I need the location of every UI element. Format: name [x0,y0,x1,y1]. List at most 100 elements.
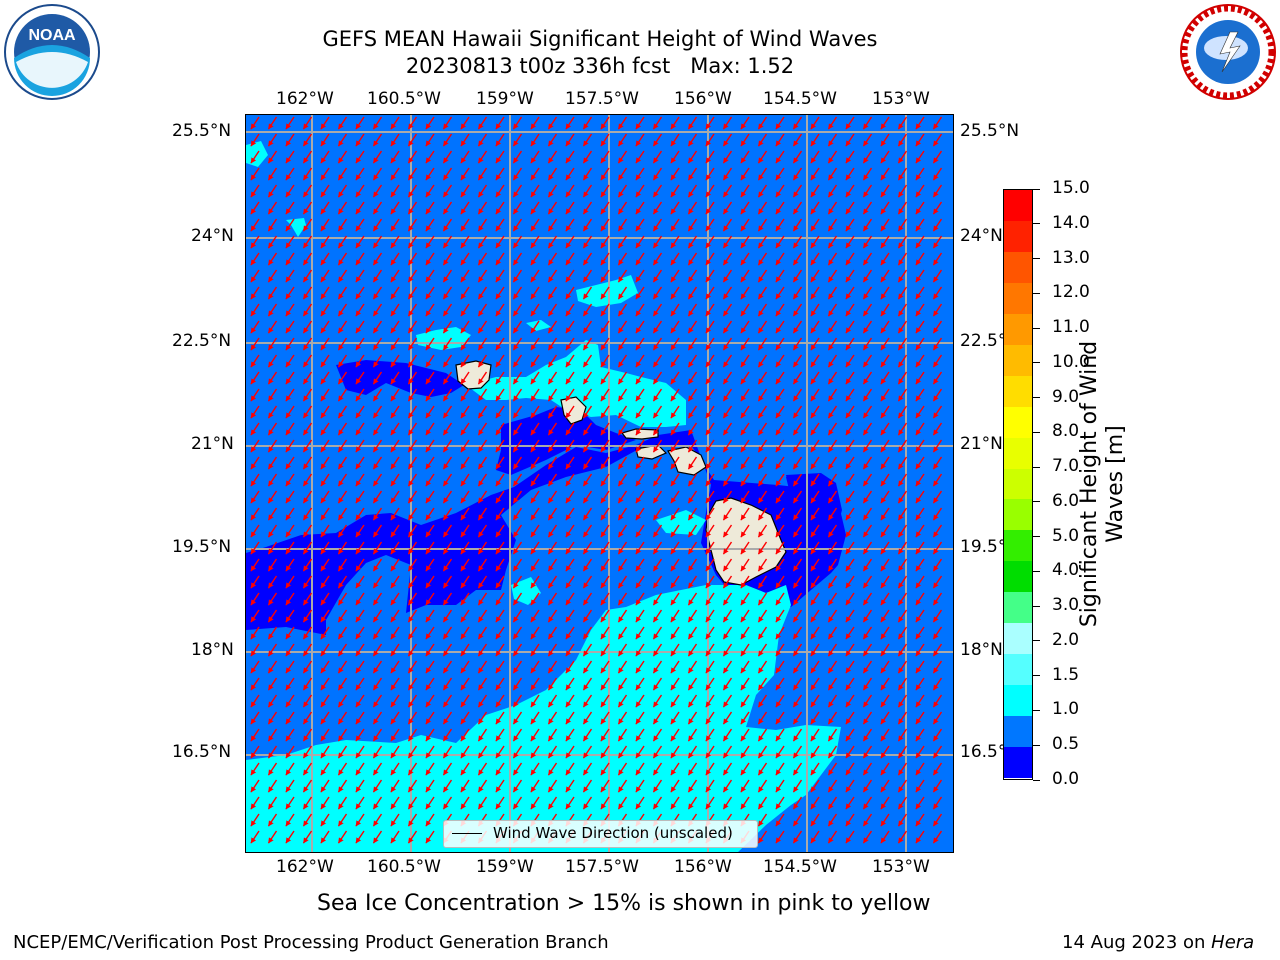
wind-wave-arrow [320,269,330,283]
wind-wave-arrow [372,269,383,283]
wind-wave-arrow [355,286,365,300]
wind-wave-arrow [932,184,943,198]
wind-wave-arrow [792,269,803,283]
wind-wave-arrow [302,201,313,215]
wind-wave-arrow [932,150,943,164]
wind-wave-arrow [670,303,680,317]
wind-wave-arrow [810,184,820,198]
wind-wave-arrow [670,269,680,283]
footer-date: 14 Aug 2023 on [1062,932,1212,953]
wind-wave-arrow [827,252,838,266]
wind-wave-arrow [565,116,575,130]
wind-wave-arrow [407,405,418,419]
footer-left: NCEP/EMC/Verification Post Processing Pr… [13,932,609,953]
colorbar-tick-label: 8.0 [1052,421,1080,442]
wind-wave-arrow [617,286,628,300]
wind-wave-arrow [565,388,575,402]
wind-wave-arrow [407,303,418,317]
wind-wave-arrow [407,337,418,351]
bottom-lon-label: 156°W [674,857,732,877]
wind-wave-arrow [757,286,768,300]
wind-wave-arrow [337,337,348,351]
wind-wave-arrow [267,218,278,232]
wind-wave-arrow [477,320,488,334]
wind-wave-arrow [320,405,330,419]
wind-wave-arrow [442,116,453,130]
wind-wave-arrow [285,133,295,147]
wind-wave-arrow [477,218,488,232]
colorbar-segment [1004,375,1032,408]
wind-wave-arrow [827,167,838,181]
wind-wave-arrow [775,184,785,198]
top-lon-label: 160.5°W [367,89,441,109]
wind-wave-arrow [845,252,855,266]
wind-wave-arrow [775,371,785,385]
wind-wave-arrow [687,303,698,317]
wind-wave-arrow [687,269,698,283]
wind-wave-arrow [652,320,663,334]
wind-wave-arrow [547,422,558,436]
wind-wave-arrow [635,303,645,317]
wind-wave-arrow [827,201,838,215]
wind-wave-arrow [617,388,628,402]
wind-wave-arrow [722,320,733,334]
wind-wave-arrow [355,354,365,368]
colorbar-tick-label: 9.0 [1052,386,1080,407]
wind-wave-arrow [652,269,663,283]
wind-wave-arrow [425,286,435,300]
wind-wave-arrow [670,405,680,419]
wind-wave-arrow [600,133,610,147]
wind-wave-arrow [775,286,785,300]
wind-wave-arrow [740,286,750,300]
colorbar-tick-mark [1033,779,1040,781]
wind-wave-arrow [495,337,505,351]
top-lon-label: 154.5°W [763,89,837,109]
wind-wave-arrow [652,218,663,232]
wind-wave-arrow [425,422,435,436]
wind-wave-arrow [337,303,348,317]
wind-wave-arrow [477,337,488,351]
wind-wave-arrow [652,116,663,130]
wind-wave-arrow [687,133,698,147]
wind-wave-arrow [355,405,365,419]
wind-wave-arrow [740,252,750,266]
wind-wave-arrow [495,371,505,385]
colorbar-tick-label: 11.0 [1052,317,1090,338]
wind-wave-arrow [687,388,698,402]
colorbar-segment [1004,716,1032,748]
wind-wave-arrow [740,269,750,283]
wind-wave-arrow [460,235,470,249]
wind-wave-arrow [915,116,925,130]
wind-wave-arrow [775,354,785,368]
wind-wave-arrow [635,133,645,147]
colorbar-tick-label: 15.0 [1052,178,1090,198]
wind-wave-arrow [862,303,873,317]
wind-wave-arrow [460,354,470,368]
top-lon-label: 162°W [276,89,334,109]
map-legend: Wind Wave Direction (unscaled) [443,820,758,848]
wind-wave-arrow [635,201,645,215]
wind-wave-arrow [582,235,593,249]
wind-wave-arrow [722,133,733,147]
wind-wave-arrow [285,218,295,232]
wind-wave-arrow [337,167,348,181]
wind-wave-arrow [530,116,540,130]
wind-wave-arrow [547,133,558,147]
wind-wave-arrow [687,116,698,130]
wind-wave-arrow [722,269,733,283]
wind-wave-arrow [810,320,820,334]
colorbar-tick-mark [1033,570,1040,572]
wind-wave-arrow [740,235,750,249]
wind-wave-arrow [932,371,943,385]
wind-wave-arrow [547,252,558,266]
left-lat-label: 25.5°N [172,121,232,141]
left-lat-label: 16.5°N [172,742,232,762]
wind-wave-arrow [547,116,558,130]
wind-wave-arrow [897,286,908,300]
wind-wave-arrow [547,201,558,215]
wind-wave-arrow [302,116,313,130]
wind-wave-arrow [565,269,575,283]
wind-wave-arrow [670,354,680,368]
colorbar-label-line1: Significant Height of Wind [1077,340,1102,628]
wind-wave-arrow [547,371,558,385]
